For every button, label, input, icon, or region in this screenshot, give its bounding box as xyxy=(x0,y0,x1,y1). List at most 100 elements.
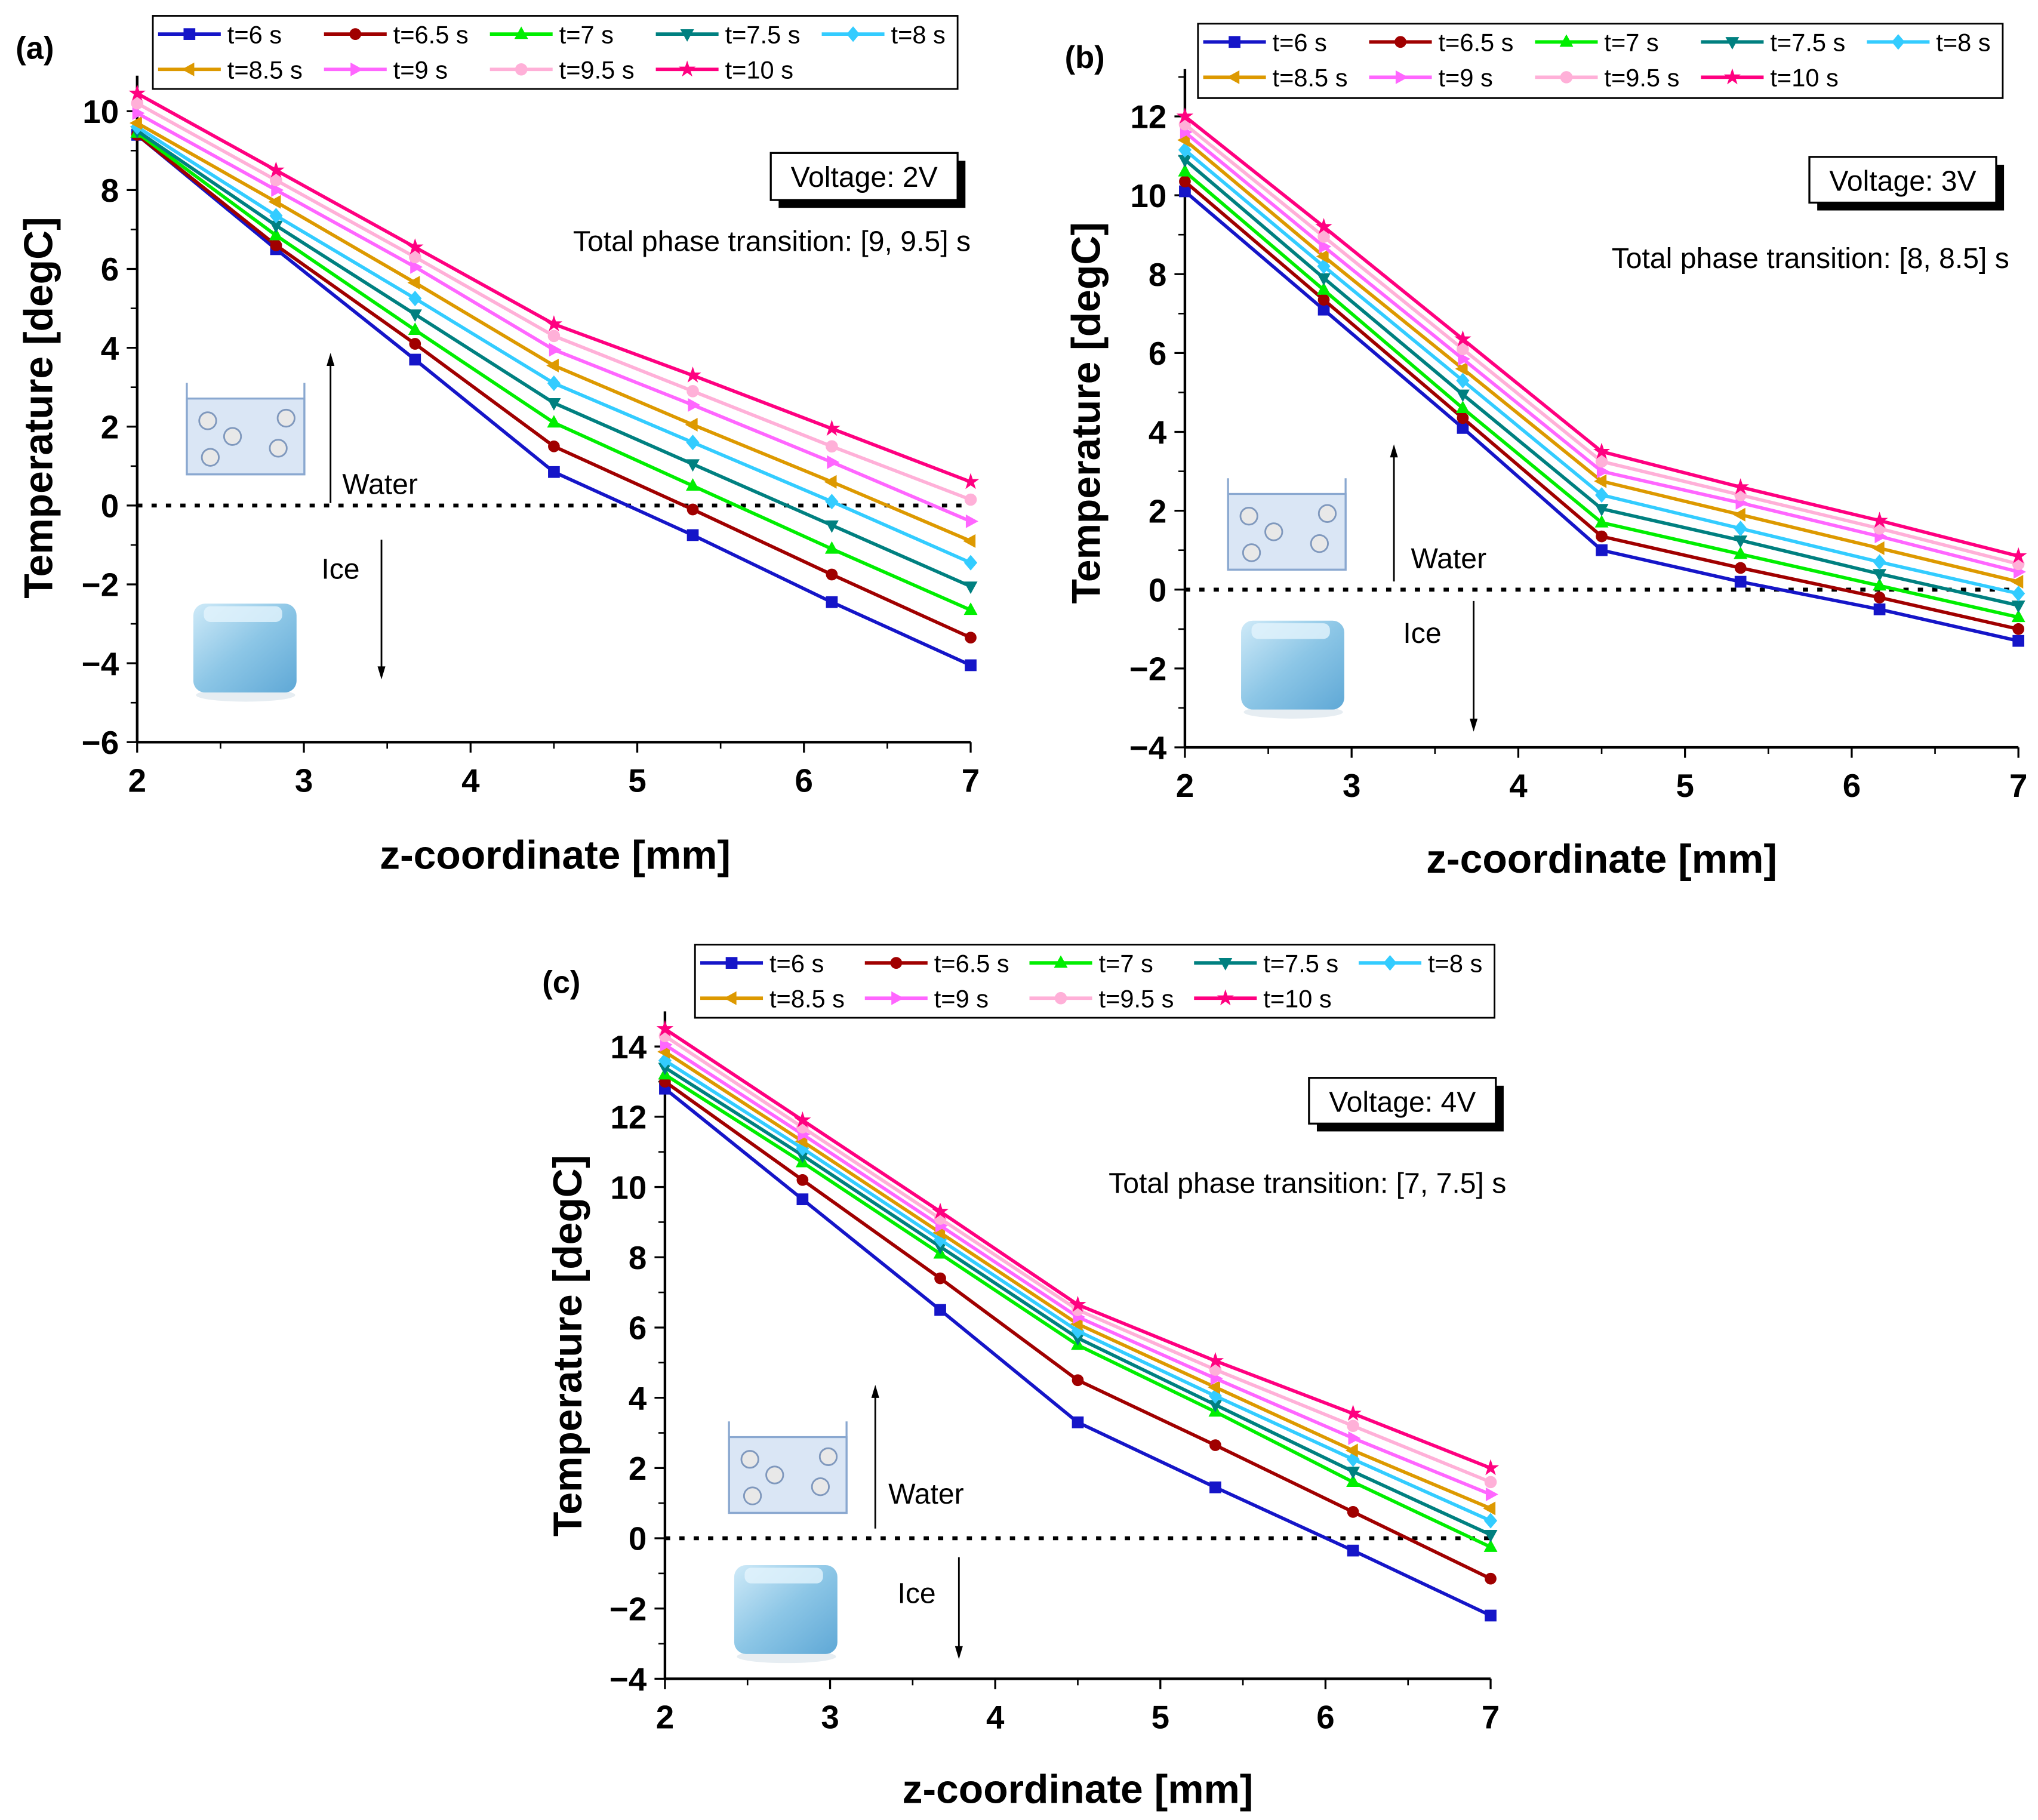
y-tick-label: 4 xyxy=(101,329,119,367)
legend-entry: t=10 s xyxy=(1701,64,1839,92)
phase-transition-label: Total phase transition: [9, 9.5] s xyxy=(573,225,971,257)
beaker-outline-icon xyxy=(728,1421,848,1514)
data-point xyxy=(548,440,560,452)
x-tick-label: 7 xyxy=(1482,1699,1500,1736)
x-tick-label: 5 xyxy=(628,762,646,799)
data-point xyxy=(1457,422,1469,434)
data-point xyxy=(1594,504,1609,517)
data-point xyxy=(1455,389,1470,402)
legend-marker xyxy=(680,29,694,42)
legend-entry: t=7.5 s xyxy=(1701,29,1845,57)
legend-marker xyxy=(890,957,903,969)
legend-marker xyxy=(1723,68,1741,85)
data-point xyxy=(1485,1572,1497,1585)
legend-label: t=8 s xyxy=(891,20,946,48)
arrow-up-icon xyxy=(1390,444,1398,458)
x-tick-label: 5 xyxy=(1152,1699,1169,1736)
legend-entry: t=9 s xyxy=(324,56,448,84)
legend-marker xyxy=(891,991,904,1005)
legend-label: t=8 s xyxy=(1936,29,1990,57)
data-point xyxy=(547,415,561,428)
data-point xyxy=(1871,541,1885,555)
data-point xyxy=(1734,562,1747,574)
voltage-label: Voltage: 3V xyxy=(1829,165,1976,198)
legend-entry: t=9.5 s xyxy=(1535,64,1679,92)
bubble-icon xyxy=(1242,543,1261,562)
x-tick-label: 4 xyxy=(1509,767,1528,804)
x-tick-label: 3 xyxy=(821,1699,839,1736)
data-point xyxy=(658,1052,672,1068)
legend-marker xyxy=(846,26,860,42)
legend-label: t=7.5 s xyxy=(1263,949,1338,977)
legend-label: t=9 s xyxy=(934,985,989,1013)
data-point xyxy=(1457,343,1469,356)
legend-marker xyxy=(1891,34,1905,50)
data-point xyxy=(1179,185,1191,198)
ice-cube-highlight xyxy=(1251,623,1330,639)
legend-marker xyxy=(1227,70,1240,84)
bubble-icon xyxy=(198,411,217,430)
series-10s xyxy=(128,84,980,489)
legend-entry: t=7 s xyxy=(1535,29,1659,57)
x-tick-label: 2 xyxy=(1176,767,1194,804)
legend-entry: t=6.5 s xyxy=(864,949,1009,977)
legend-marker xyxy=(1054,955,1068,968)
arrow-up-icon xyxy=(871,1385,879,1398)
data-point xyxy=(1485,1487,1498,1501)
data-point xyxy=(1317,230,1330,243)
data-point xyxy=(824,475,837,489)
data-point xyxy=(1732,507,1745,522)
data-point xyxy=(1482,1459,1500,1476)
series-8s xyxy=(130,119,978,571)
series-6s xyxy=(659,1082,1497,1622)
data-point xyxy=(1458,352,1471,366)
series-9.5s xyxy=(131,97,977,506)
data-point xyxy=(410,260,423,274)
beaker-outline-icon xyxy=(1227,478,1347,571)
legend-box xyxy=(694,944,1496,1019)
y-tick-label: 10 xyxy=(610,1169,647,1206)
x-tick-label: 3 xyxy=(1343,767,1360,804)
series-10s xyxy=(656,1020,1500,1476)
data-point xyxy=(686,435,700,451)
data-point xyxy=(1072,1374,1084,1387)
y-tick-label: −2 xyxy=(609,1590,647,1627)
y-tick-label: 4 xyxy=(1149,414,1167,451)
legend-entry: t=9.5 s xyxy=(1029,985,1174,1013)
data-point xyxy=(2010,547,2027,563)
chart-panel-b: 2 3 4 5 6 7 −4 −2 0 2 4 6 8 10 12 (b) Temperature [degC]… xyxy=(1064,23,2027,882)
legend-entry: t=10 s xyxy=(655,56,793,84)
legend-label: t=9 s xyxy=(1438,64,1492,92)
arrow-up-icon xyxy=(327,353,335,367)
data-point xyxy=(407,276,420,290)
y-tick-label: −4 xyxy=(609,1661,647,1698)
legend-box xyxy=(152,15,959,90)
data-point xyxy=(1345,1443,1358,1458)
ice-cube-icon xyxy=(734,1565,838,1654)
legend-label: t=7 s xyxy=(559,20,614,48)
series-7s xyxy=(1178,164,2025,623)
data-point xyxy=(1593,442,1611,459)
data-point xyxy=(546,358,559,372)
data-point xyxy=(931,1202,949,1219)
data-point xyxy=(1316,250,1329,264)
x-tick-label: 5 xyxy=(1676,767,1694,804)
legend-label: t=7.5 s xyxy=(725,20,801,48)
x-axis-label: z-coordinate [mm] xyxy=(380,833,731,878)
y-tick-label: 0 xyxy=(1149,571,1166,608)
data-point xyxy=(1346,1467,1360,1479)
data-point xyxy=(1347,1419,1359,1433)
data-point xyxy=(270,239,282,251)
data-point xyxy=(1484,1476,1497,1489)
legend-entry: t=7.5 s xyxy=(655,20,801,48)
legend-marker xyxy=(1218,958,1233,971)
ice-cube-highlight xyxy=(744,1568,823,1584)
voltage-box xyxy=(1808,156,1997,204)
y-axis-label: Temperature [degC] xyxy=(17,217,61,598)
data-point xyxy=(2011,609,2025,623)
y-tick-label: 10 xyxy=(1130,177,1166,214)
data-point xyxy=(824,541,839,554)
data-point xyxy=(963,555,978,571)
data-point xyxy=(270,174,282,187)
